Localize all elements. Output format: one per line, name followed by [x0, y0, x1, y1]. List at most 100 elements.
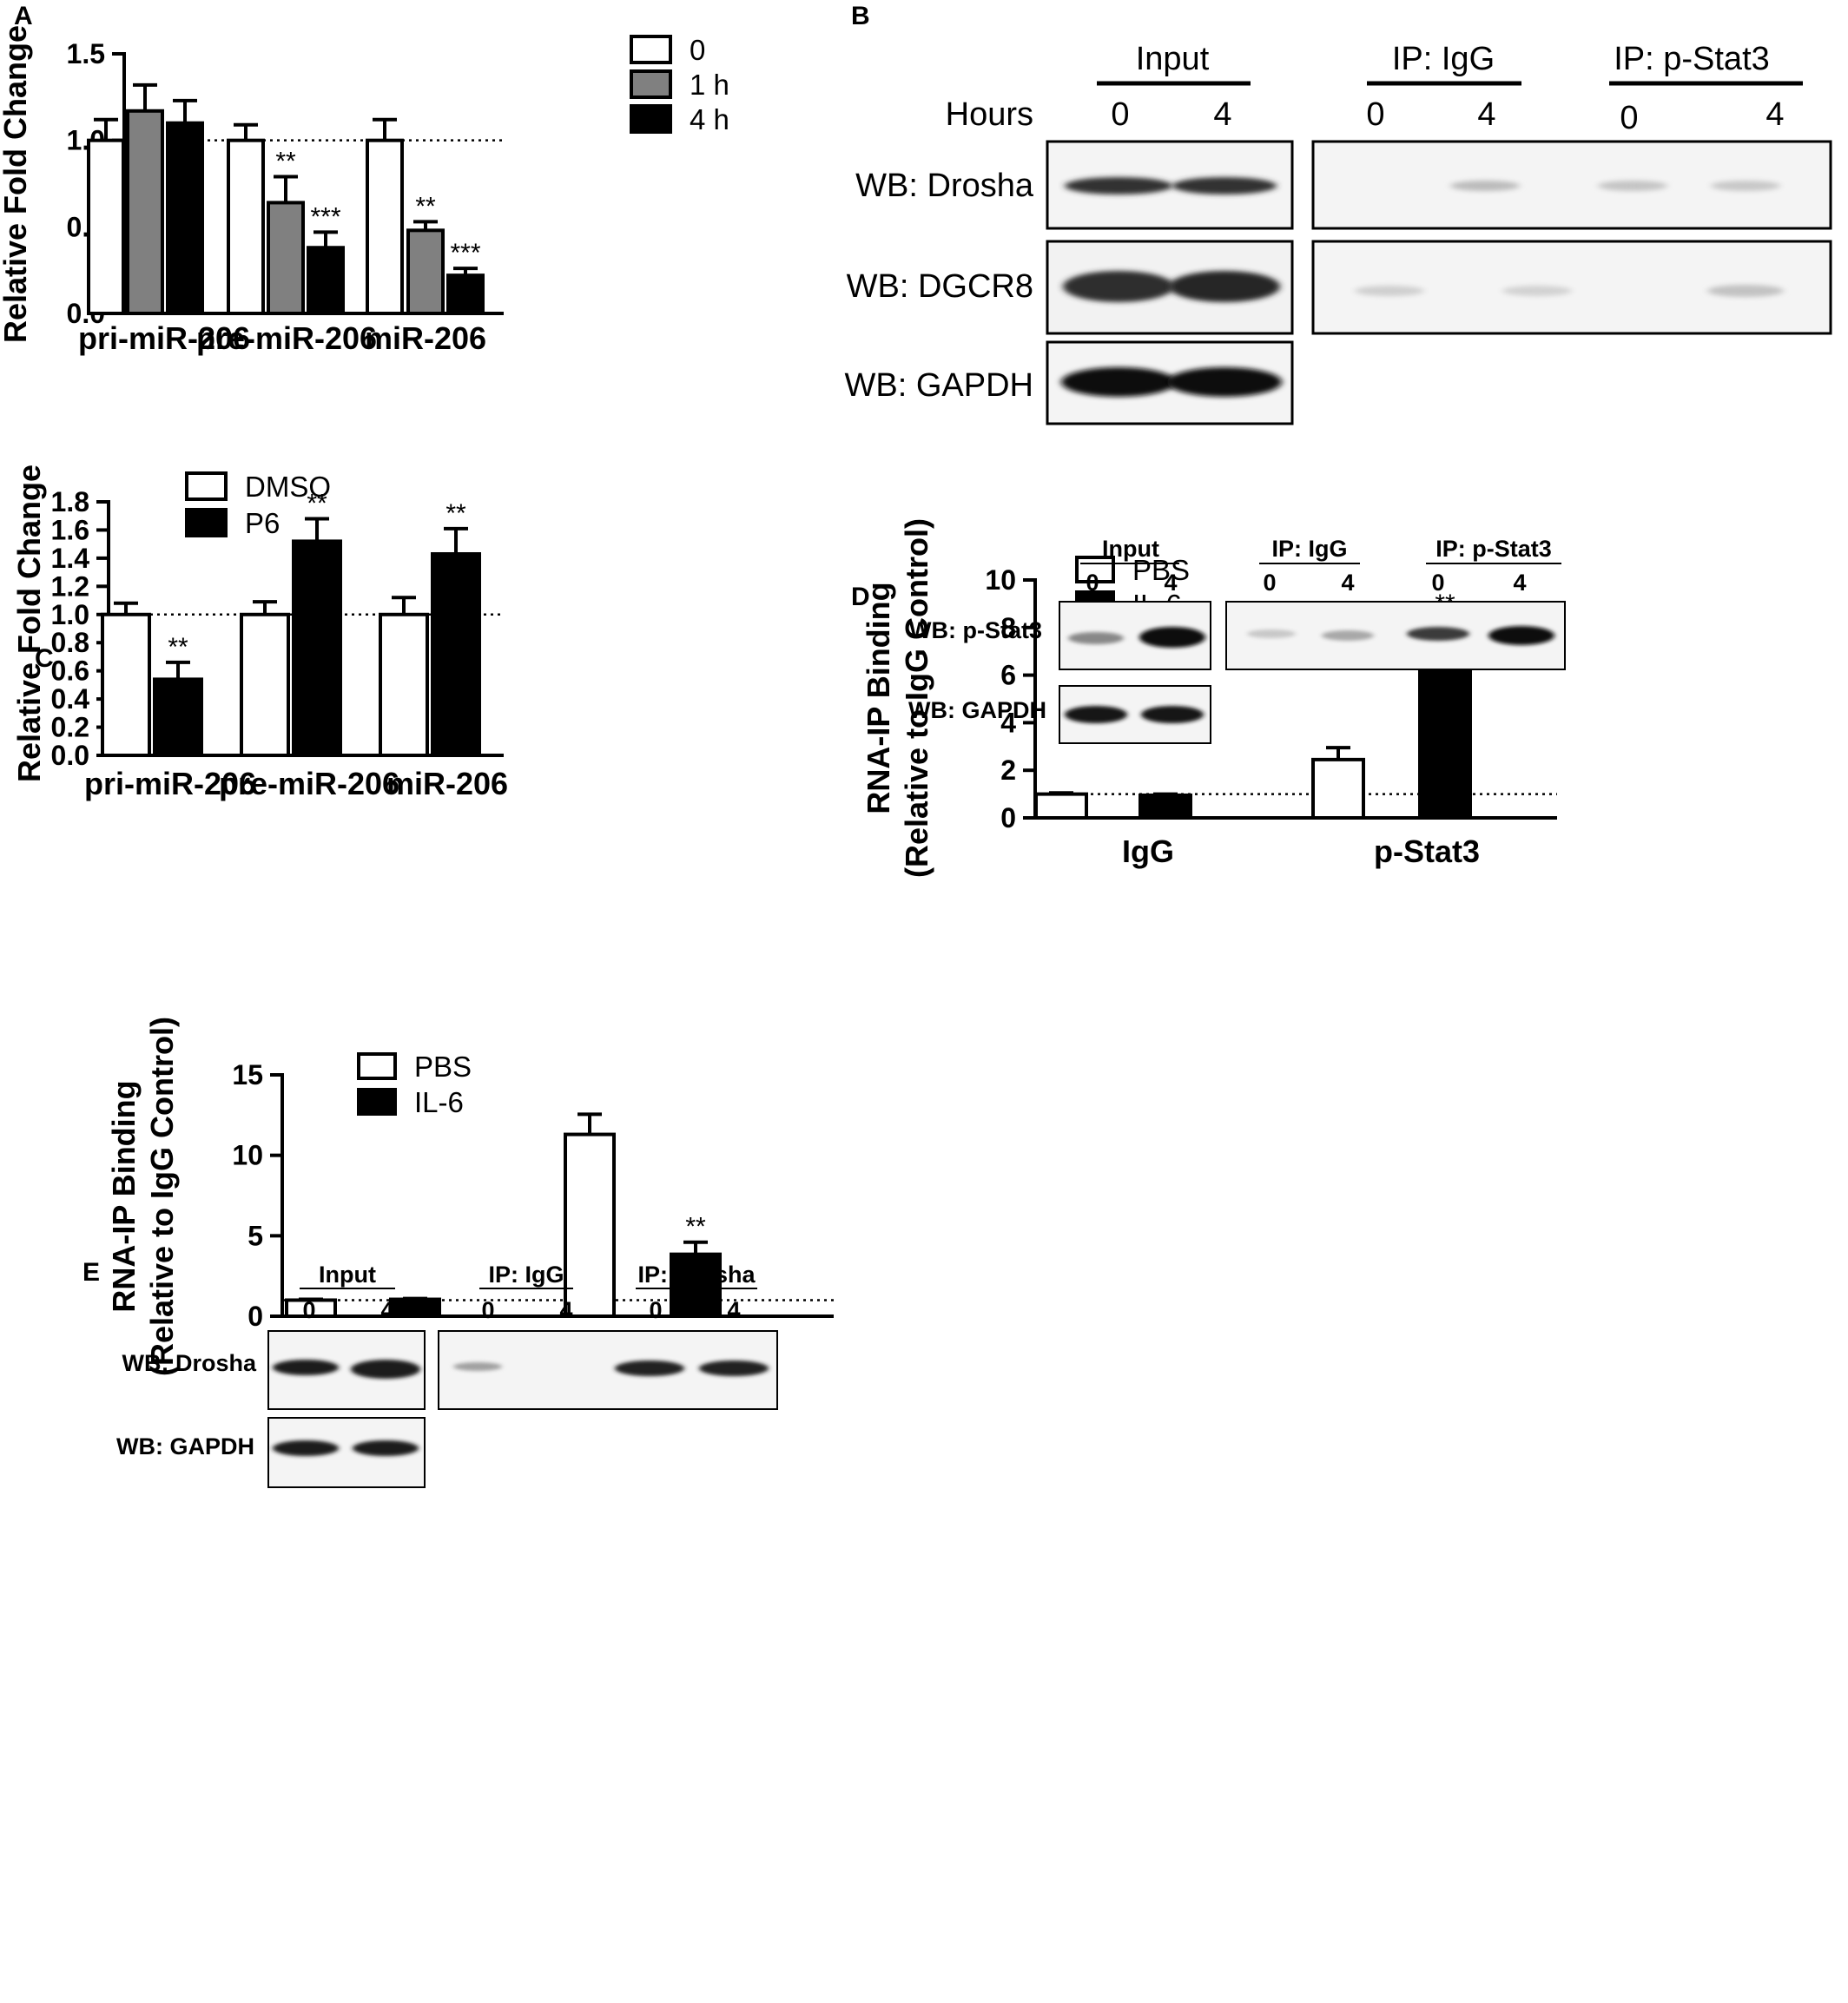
bar	[126, 109, 164, 315]
blot-e-lane-5: 0	[649, 1297, 662, 1323]
category-label: p-Stat3	[1374, 833, 1480, 869]
faint-band	[1711, 181, 1780, 191]
y-tick-label: 15	[232, 1059, 263, 1090]
bar	[285, 1298, 337, 1319]
blot-b-row-dgcr8: WB: DGCR8	[847, 268, 1033, 305]
chart-a: 0.00.51.01.5**********pri-miR-206pre-miR…	[0, 25, 729, 356]
blot-d-row-pstat3: WB: p-Stat3	[909, 617, 1042, 643]
faint-band	[1355, 286, 1424, 296]
y-axis-label: RNA-IP Binding	[106, 1080, 142, 1312]
band	[1139, 627, 1205, 648]
bar	[153, 677, 203, 758]
y-tick-label: 10	[985, 564, 1016, 596]
y-tick-label: 1.8	[51, 486, 89, 517]
blot-e-group-igg: IP: IgG	[489, 1262, 564, 1288]
blot-b-group-pstat3: IP: p-Stat3	[1614, 41, 1770, 77]
blot-d-lane-4: 4	[1341, 570, 1354, 596]
y-tick-label: 1.0	[51, 599, 89, 630]
legend-swatch	[1075, 556, 1115, 583]
panel-label-e: E	[82, 1258, 100, 1287]
bar	[87, 138, 125, 315]
bar	[406, 228, 445, 316]
blot-d-lane-2: 4	[1164, 570, 1177, 596]
legend-label: P6	[245, 507, 280, 539]
y-axis-label: Relative Fold Change	[11, 465, 47, 782]
band	[1141, 706, 1204, 723]
y-tick-label: 2	[1000, 754, 1016, 786]
bar	[307, 246, 345, 315]
faint-band	[453, 1362, 502, 1371]
legend-swatch	[630, 69, 672, 99]
y-tick-label: 10	[232, 1140, 263, 1171]
band	[1488, 626, 1554, 645]
panel-label-b: B	[851, 2, 870, 30]
bar	[366, 138, 404, 315]
y-tick-label: 1.5	[67, 38, 105, 69]
bar	[389, 1297, 441, 1319]
blot-d-lane-6: 4	[1513, 570, 1526, 596]
band	[273, 1360, 339, 1375]
faint-band	[1450, 181, 1520, 191]
panel-label-c: C	[35, 644, 54, 673]
faint-band	[1598, 181, 1667, 191]
blot-e: Input IP: IgG IP: Drosha 0 4 0 4 0 4 WB:…	[116, 1262, 778, 1488]
category-label: IgG	[1122, 833, 1174, 869]
y-tick-label: 1.4	[51, 543, 90, 574]
y-tick-label: 6	[1000, 660, 1016, 691]
blot-e-row-gapdh: WB: GAPDH	[116, 1433, 254, 1459]
blot-d-lane-3: 0	[1263, 570, 1276, 596]
y-tick-label: 1.6	[51, 514, 89, 545]
blot-e-lane-1: 0	[302, 1297, 315, 1323]
band	[1172, 177, 1277, 194]
legend-swatch	[630, 104, 672, 134]
band	[273, 1440, 339, 1456]
significance-label: **	[446, 499, 466, 528]
y-tick-label: 0.0	[51, 740, 89, 771]
band	[1065, 177, 1172, 194]
blot-b-lane-2: 4	[1213, 96, 1231, 133]
band	[1169, 271, 1280, 302]
blot-b: Input IP: IgG IP: p-Stat3 Hours 0 4 0 4 …	[845, 41, 1832, 425]
blot-b-hours-label: Hours	[946, 96, 1033, 133]
band	[353, 1440, 419, 1456]
blot-b-group-input: Input	[1136, 41, 1210, 77]
legend-label: 4 h	[690, 103, 729, 135]
legend-swatch	[630, 35, 672, 64]
y-tick-label: 1.2	[51, 570, 89, 602]
significance-label: **	[685, 1213, 706, 1242]
chart-c: 0.00.20.40.60.81.01.21.41.61.8 ** ** ** pri-…	[11, 465, 508, 801]
blot-d-row-gapdh: WB: GAPDH	[908, 697, 1046, 723]
legend-label: DMSO	[245, 471, 331, 503]
bar	[431, 552, 481, 757]
y-axis-label: Relative Fold Change	[0, 25, 33, 343]
y-tick-label: 0	[248, 1301, 263, 1332]
band	[1061, 367, 1176, 397]
faint-band	[1502, 286, 1572, 296]
legend-swatch	[357, 1088, 397, 1116]
bar	[227, 138, 265, 315]
bar	[1034, 792, 1088, 820]
category-label: pri-miR-206	[84, 766, 256, 801]
blot-b-lane-4: 4	[1477, 96, 1495, 133]
blot-d-group-pstat3: IP: p-Stat3	[1436, 536, 1552, 562]
legend-label: PBS	[1132, 554, 1190, 586]
significance-label: ***	[450, 239, 480, 267]
blot-d: Input IP: IgG IP: p-Stat3 0 4 0 4 0 4 WB…	[908, 536, 1566, 744]
blot-b-lane-6: 4	[1766, 96, 1784, 133]
band	[615, 1361, 684, 1376]
bar	[166, 121, 204, 315]
legend-swatch	[357, 1052, 397, 1080]
blot-e-lane-3: 0	[481, 1297, 494, 1323]
significance-label: **	[275, 148, 296, 176]
bar	[564, 1132, 616, 1319]
blot-b-lane-5: 0	[1620, 100, 1638, 136]
bar	[240, 612, 290, 757]
faint-band	[1247, 629, 1296, 638]
blot-b-group-igg: IP: IgG	[1392, 41, 1495, 77]
blot-e-group-drosha: IP: Drosha	[637, 1262, 756, 1288]
y-tick-label: 0.2	[51, 712, 89, 743]
blot-e-lane-2: 4	[380, 1297, 393, 1323]
category-label: miR-206	[386, 766, 508, 801]
bar	[379, 612, 429, 757]
